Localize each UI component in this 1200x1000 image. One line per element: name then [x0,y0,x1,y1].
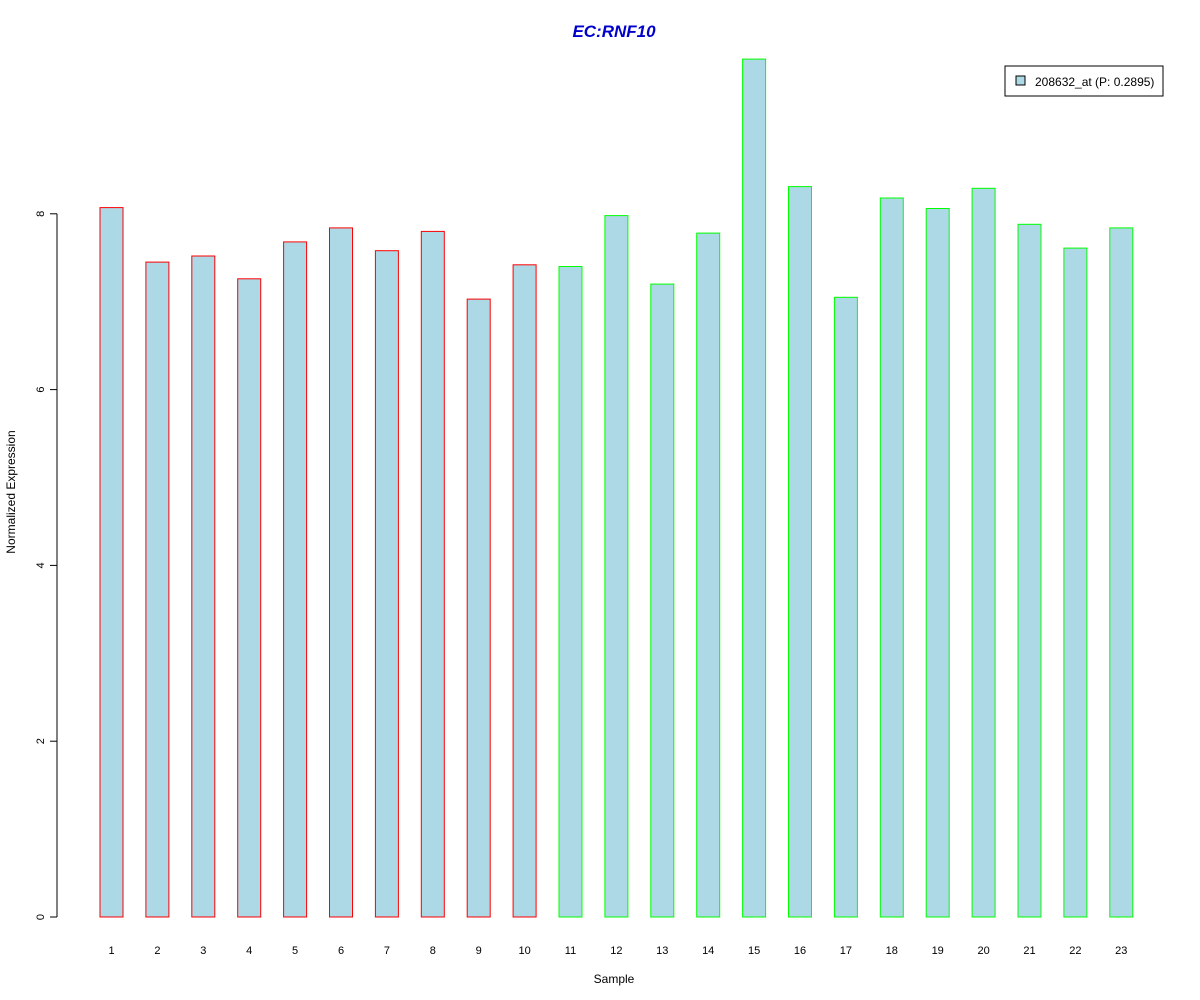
bar-sample-6 [329,227,353,918]
x-tick-label: 4 [246,945,252,957]
x-tick-label: 16 [794,945,806,957]
x-tick-label: 23 [1115,945,1127,957]
bar-sample-17 [833,296,858,918]
x-tick-label: 18 [886,945,898,957]
bar-sample-4 [237,278,262,918]
legend-entry: 208632_at (P: 0.2895) [1035,75,1154,89]
y-axis-label: Normalized Expression [4,430,18,553]
x-tick-label: 6 [338,945,344,957]
legend-box [1004,65,1164,97]
y-tick-label: 0 [35,914,47,920]
bar-sample-14 [696,232,721,918]
bar-sample-7 [374,250,399,918]
x-tick-label: 21 [1023,945,1035,957]
bar-sample-8 [420,230,445,918]
x-tick-label: 5 [292,945,298,957]
bar-sample-11 [558,266,583,918]
bar-sample-23 [1109,227,1134,918]
x-tick-label: 11 [565,945,576,957]
bar-sample-3 [191,255,216,918]
bar-sample-1 [99,207,124,918]
bar-sample-20 [971,187,996,918]
legend-swatch [1015,75,1026,86]
y-tick-label: 4 [35,562,47,568]
x-tick-label: 15 [748,945,760,957]
x-tick-label: 22 [1069,945,1081,957]
x-axis-label: Sample [594,972,635,986]
x-tick-label: 3 [200,945,206,957]
x-axis-ticks: 1 2 3 4 5 6 7 8 9 10 11 12 13 14 15 16 17 18 19 20 21 22 23 [108,945,1127,957]
y-tick-label: 8 [35,211,47,217]
bar-sample-22 [1063,247,1088,918]
x-tick-label: 10 [518,945,530,957]
bar-sample-18 [879,197,904,918]
x-tick-label: 19 [932,945,944,957]
legend: 208632_at (P: 0.2895) [1004,65,1164,97]
chart-title: EC:RNF10 [572,22,656,41]
bar-sample-21 [1017,223,1042,918]
bar-sample-10 [512,264,537,918]
x-tick-label: 12 [610,945,622,957]
y-tick-label: 6 [35,387,47,393]
x-tick-label: 1 [108,945,114,957]
x-tick-label: 7 [384,945,390,957]
bar-sample-5 [283,241,308,918]
bar-sample-9 [466,298,491,918]
bar-sample-13 [650,283,675,918]
x-tick-label: 8 [430,945,436,957]
x-tick-label: 2 [154,945,160,957]
bar-sample-12 [604,215,629,918]
x-tick-label: 14 [702,945,714,957]
y-tick-label: 2 [35,738,47,744]
x-tick-label: 17 [840,945,852,957]
x-tick-label: 9 [476,945,482,957]
y-axis: 0 2 4 6 8 [35,211,58,920]
bar-sample-19 [925,208,950,918]
bars [99,58,1134,918]
x-tick-label: 20 [977,945,989,957]
bar-sample-15 [742,58,767,918]
x-tick-label: 13 [656,945,668,957]
bar-sample-16 [788,186,812,918]
bar-sample-2 [145,261,170,918]
